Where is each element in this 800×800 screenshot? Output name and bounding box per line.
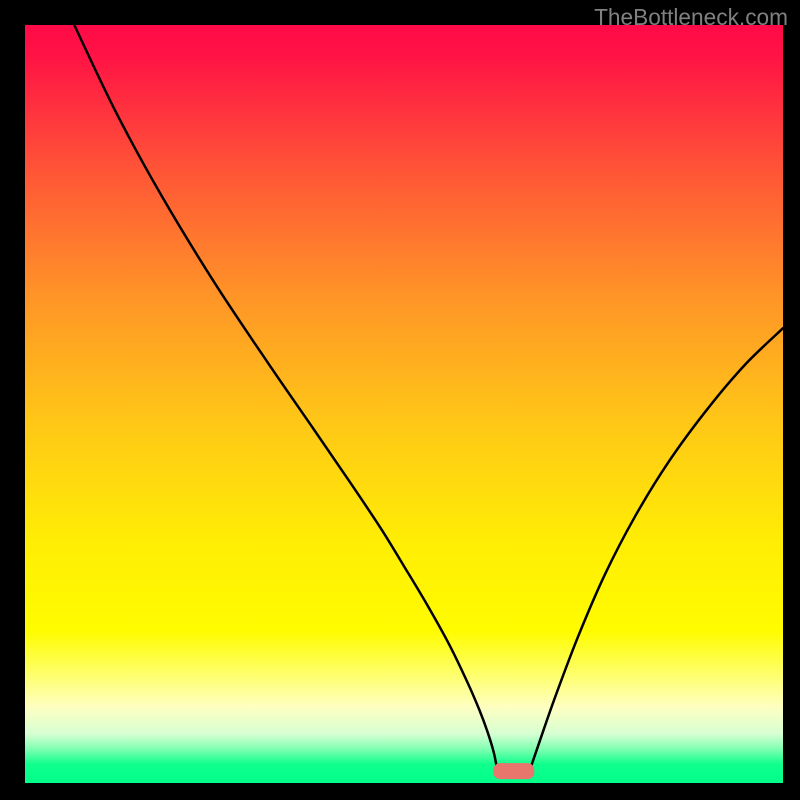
bottleneck-curve-right — [531, 328, 783, 765]
curve-layer — [25, 25, 783, 783]
chart-container: TheBottleneck.com — [0, 0, 800, 800]
sweet-spot-marker — [493, 763, 534, 779]
plot-area — [25, 25, 783, 783]
bottleneck-curve-left — [74, 25, 496, 766]
watermark-text: TheBottleneck.com — [594, 4, 788, 31]
